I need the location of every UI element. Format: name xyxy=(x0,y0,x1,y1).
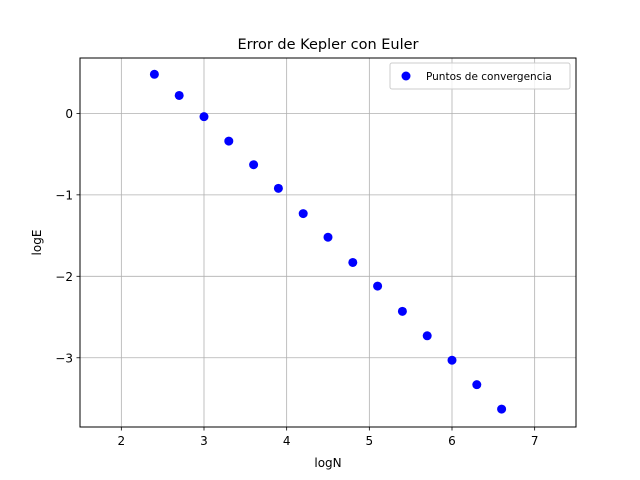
x-tick-label: 5 xyxy=(366,434,374,448)
x-tick-label: 4 xyxy=(283,434,291,448)
chart-title: Error de Kepler con Euler xyxy=(237,37,418,53)
x-axis-label: logN xyxy=(314,456,341,470)
data-point xyxy=(422,331,432,341)
data-point xyxy=(298,209,308,219)
data-point xyxy=(273,183,283,193)
data-point xyxy=(149,69,159,79)
legend-label: Puntos de convergencia xyxy=(426,71,552,83)
y-axis-label: logE xyxy=(30,230,44,256)
data-point xyxy=(224,136,234,146)
data-point xyxy=(497,404,507,414)
data-point xyxy=(199,112,209,122)
legend: Puntos de convergencia xyxy=(389,62,571,90)
data-point xyxy=(397,306,407,316)
data-point xyxy=(373,281,383,291)
y-tick-label: 0 xyxy=(65,107,73,121)
data-point xyxy=(249,160,259,170)
y-tick-label: −1 xyxy=(55,188,73,202)
x-axis-ticks: 2 3 4 5 6 7 xyxy=(118,427,539,448)
data-points xyxy=(149,69,507,414)
x-tick-label: 6 xyxy=(448,434,456,448)
data-point xyxy=(174,90,184,100)
legend-marker xyxy=(401,71,411,81)
y-tick-label: −3 xyxy=(55,351,73,365)
x-tick-label: 7 xyxy=(531,434,539,448)
data-point xyxy=(323,232,333,242)
plot-frame xyxy=(79,57,577,428)
data-point xyxy=(447,355,457,365)
data-point xyxy=(348,257,358,267)
legend-box xyxy=(389,62,571,90)
y-tick-label: −2 xyxy=(55,270,73,284)
data-point xyxy=(472,380,482,390)
y-axis-ticks: 0 −1 −2 −3 xyxy=(55,107,80,365)
x-tick-label: 3 xyxy=(200,434,208,448)
x-tick-label: 2 xyxy=(118,434,126,448)
grid xyxy=(80,58,576,427)
